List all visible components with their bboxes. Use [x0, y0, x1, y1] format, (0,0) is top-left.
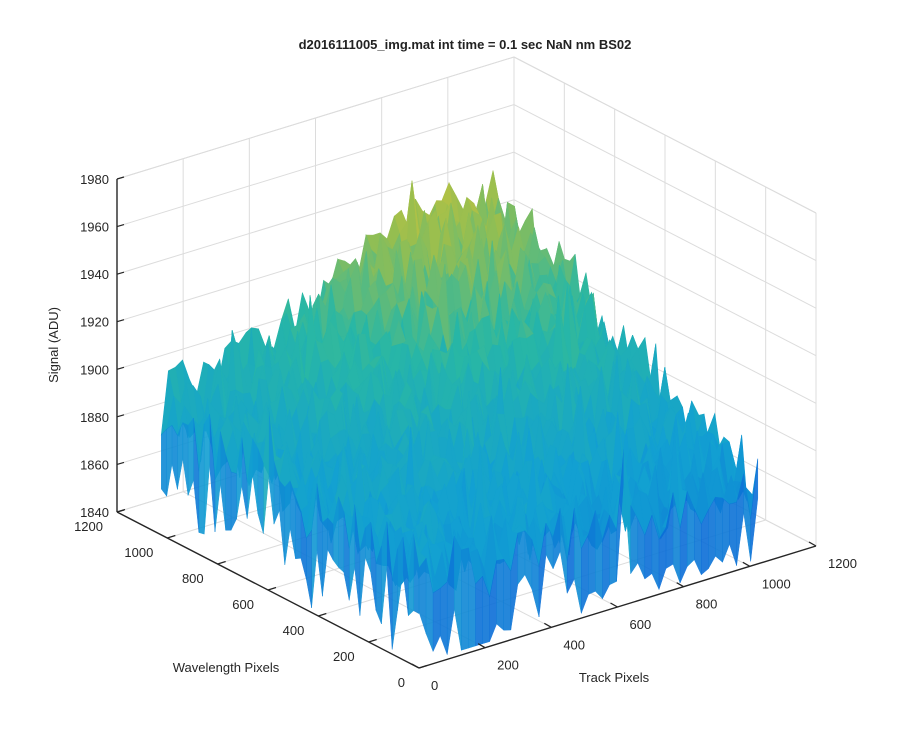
x-tick-label: 1200 [828, 556, 857, 571]
surface-skirt [503, 558, 512, 631]
z-tick-label: 1860 [80, 457, 109, 472]
surface-skirt [715, 496, 723, 563]
z-tick-label: 1900 [80, 362, 109, 377]
z-tick-mark [116, 176, 125, 180]
y-tick-label: 0 [398, 675, 405, 690]
z-tick-mark [116, 271, 125, 275]
x-tick-mark [808, 541, 817, 547]
y-tick-mark [167, 534, 176, 539]
y-tick-label: 600 [232, 597, 254, 612]
grid-line [116, 56, 515, 180]
z-axis-label: Signal (ADU) [46, 307, 61, 383]
z-tick-label: 1880 [80, 410, 109, 425]
surface-skirt [439, 581, 448, 655]
surface-skirt [322, 517, 328, 597]
z-tick-mark [116, 414, 125, 418]
y-axis-label: Wavelength Pixels [173, 660, 280, 675]
y-tick-mark [217, 560, 226, 565]
x-tick-label: 1000 [762, 576, 791, 591]
x-tick-mark [477, 643, 486, 649]
y-tick-label: 1000 [124, 545, 153, 560]
axis-labels: d2016111005_img.mat int time = 0.1 sec N… [46, 37, 650, 685]
y-tick-mark [318, 612, 327, 617]
chart-title: d2016111005_img.mat int time = 0.1 sec N… [299, 37, 632, 52]
surface-skirt [722, 497, 730, 563]
surface-skirt [279, 479, 286, 566]
axes: 1840 1860 1880 1900 1920 1940 1960 1980 0 200 400 6… [74, 172, 857, 693]
surface-skirt [581, 534, 589, 614]
z-tick-label: 1940 [80, 267, 109, 282]
surface-skirt [257, 448, 264, 534]
y-tick-mark [116, 508, 126, 513]
surface-plot [160, 170, 759, 655]
z-tick-mark [116, 461, 125, 466]
x-tick-mark [742, 561, 751, 567]
surface-skirt [284, 480, 291, 566]
z-tick-label: 1840 [80, 505, 109, 520]
x-tick-label: 600 [630, 617, 652, 632]
surface-skirt [475, 575, 483, 647]
surface-skirt [708, 497, 716, 570]
surface-skirt [750, 458, 759, 562]
surface-skirt [161, 428, 167, 497]
surface-skirt [524, 529, 533, 590]
y-tick-label: 1200 [74, 519, 103, 534]
surface-skirt [171, 425, 178, 490]
x-tick-mark [610, 602, 618, 608]
surface-skirt [306, 529, 312, 608]
y-tick-mark [267, 586, 277, 591]
surface-skirt [203, 413, 210, 535]
x-axis-label: Track Pixels [579, 670, 650, 685]
x-tick-mark [544, 622, 552, 628]
surface-skirt [397, 536, 404, 611]
surface-skirt [230, 471, 237, 531]
surface-skirt [461, 547, 469, 651]
z-tick-mark [116, 223, 125, 228]
y-tick-mark [368, 638, 377, 643]
y-tick-label: 200 [333, 649, 355, 664]
x-tick-label: 0 [431, 678, 438, 693]
grid-line [513, 56, 817, 214]
grid-line [116, 151, 515, 275]
surface-skirt [187, 417, 194, 496]
x-tick-label: 200 [497, 658, 519, 673]
surface-skirt [327, 517, 334, 561]
z-tick-mark [116, 319, 125, 323]
surface-skirt [517, 530, 526, 586]
x-tick-label: 400 [563, 637, 585, 652]
x-tick-mark [676, 582, 684, 588]
y-tick-label: 400 [283, 623, 305, 638]
grid-line [513, 151, 817, 309]
surface-skirt [432, 587, 441, 652]
grid-line [116, 104, 515, 228]
y-tick-label: 800 [182, 571, 204, 586]
grid-line [513, 199, 817, 357]
grid-line [513, 104, 817, 262]
x-tick-mark [411, 663, 420, 669]
surface-skirt [418, 557, 427, 634]
x-tick-label: 800 [696, 597, 718, 612]
surface-skirt [496, 558, 504, 631]
z-tick-label: 1920 [80, 315, 109, 330]
surface-skirt [252, 438, 259, 514]
surface-skirt [365, 521, 371, 573]
z-tick-label: 1980 [80, 172, 109, 187]
surface-skirt [166, 424, 173, 497]
surface-skirt [743, 473, 751, 562]
z-tick-label: 1960 [80, 220, 109, 235]
z-tick-mark [116, 366, 125, 370]
y-tick-mark [418, 664, 428, 669]
